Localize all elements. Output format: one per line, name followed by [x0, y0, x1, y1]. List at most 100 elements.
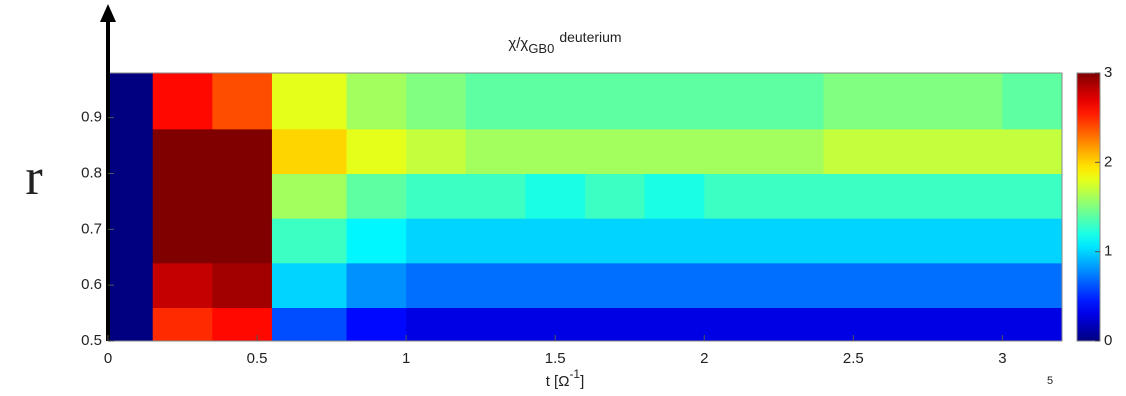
heat-cell: [644, 128, 705, 174]
heat-cell: [152, 73, 213, 130]
title-main: χ/χ: [508, 35, 528, 52]
heat-cell: [271, 307, 347, 342]
x-tick-label: 3: [998, 350, 1006, 367]
heat-cell: [271, 218, 347, 264]
y-tick-label: 0.6: [81, 276, 102, 293]
x-axis-label: t [Ω-1]: [546, 367, 585, 390]
heat-cell: [704, 307, 765, 342]
heat-cell: [942, 73, 1003, 130]
heat-cell: [152, 128, 213, 174]
title-tail: deuterium: [559, 29, 621, 45]
heat-cell: [942, 262, 1003, 308]
heat-cell: [883, 128, 944, 174]
colorbar-tick-label: 1: [1104, 243, 1112, 260]
heat-cell: [763, 73, 824, 130]
colorbar-tick-label: 0: [1104, 332, 1112, 349]
heat-cell: [212, 73, 273, 130]
x-tick-label: 1: [402, 350, 410, 367]
heat-cell: [763, 218, 824, 264]
heat-cell: [525, 128, 586, 174]
heat-cell: [823, 128, 884, 174]
heat-cell: [823, 262, 884, 308]
heat-cell: [883, 73, 944, 130]
heat-cell: [346, 128, 407, 174]
heat-cell: [271, 173, 347, 219]
heat-cell: [406, 128, 467, 174]
page-number: 5: [1047, 375, 1053, 387]
heat-cell: [271, 262, 347, 308]
heat-cell: [763, 173, 824, 219]
heat-cell: [212, 262, 273, 308]
heat-cell: [346, 307, 407, 342]
heat-cell: [704, 218, 765, 264]
colorbar-tick-label: 3: [1104, 64, 1112, 81]
heat-cell: [585, 262, 646, 308]
heat-cell: [525, 262, 586, 308]
heat-cell: [585, 173, 646, 219]
chart-title: χ/χGB0 deuterium: [508, 29, 621, 57]
y-tick-label: 0.5: [81, 332, 102, 349]
x-label-sup: -1: [569, 367, 580, 381]
heat-cell: [1002, 218, 1063, 264]
heat-cell: [704, 262, 765, 308]
heat-cell: [585, 73, 646, 130]
heat-cell: [346, 73, 407, 130]
colorbar: [1076, 72, 1101, 342]
heat-cell: [108, 73, 154, 130]
heat-cell: [212, 128, 273, 174]
heat-cell: [406, 218, 467, 264]
heat-cell: [271, 128, 347, 174]
heat-cell: [644, 218, 705, 264]
x-label-main: t [Ω: [546, 373, 570, 390]
heat-cell: [525, 218, 586, 264]
heat-cell: [465, 128, 526, 174]
heat-cell: [108, 218, 154, 264]
x-tick-label: 2.5: [843, 350, 864, 367]
heat-cell: [465, 262, 526, 308]
heat-cell: [585, 128, 646, 174]
heat-cell: [108, 128, 154, 174]
y-axis-label: r: [25, 149, 42, 206]
heat-cell: [644, 73, 705, 130]
heat-cell: [406, 262, 467, 308]
heatmap: [108, 73, 1063, 342]
heat-cell: [644, 262, 705, 308]
title-sub: GB0: [528, 41, 554, 56]
heat-cell: [406, 307, 467, 342]
heat-cell: [763, 128, 824, 174]
heat-cell: [1002, 73, 1063, 130]
heat-cell: [1002, 307, 1063, 342]
heat-cell: [942, 128, 1003, 174]
heat-cell: [108, 307, 154, 342]
heat-cell: [823, 73, 884, 130]
heat-cell: [465, 218, 526, 264]
heat-cell: [823, 218, 884, 264]
heat-cell: [823, 173, 884, 219]
heat-cell: [346, 218, 407, 264]
heat-cell: [212, 218, 273, 264]
heat-cell: [271, 73, 347, 130]
heat-cell: [108, 173, 154, 219]
heat-cell: [883, 218, 944, 264]
heat-cell: [644, 307, 705, 342]
x-label-tail: ]: [580, 373, 584, 390]
heat-cell: [763, 262, 824, 308]
heat-cell: [152, 218, 213, 264]
y-tick-label: 0.7: [81, 220, 102, 237]
heat-cell: [152, 307, 213, 342]
heat-cell: [942, 173, 1003, 219]
heat-cell: [465, 73, 526, 130]
heat-cell: [704, 173, 765, 219]
heat-cell: [704, 73, 765, 130]
heat-cell: [763, 307, 824, 342]
heat-cell: [525, 173, 586, 219]
x-tick-label: 2: [700, 350, 708, 367]
arrow-head: [100, 4, 116, 22]
heat-cell: [152, 262, 213, 308]
colorbar-tick-label: 2: [1104, 153, 1112, 170]
heat-cell: [465, 173, 526, 219]
heat-cell: [644, 173, 705, 219]
heat-cell: [883, 173, 944, 219]
heat-cell: [152, 173, 213, 219]
